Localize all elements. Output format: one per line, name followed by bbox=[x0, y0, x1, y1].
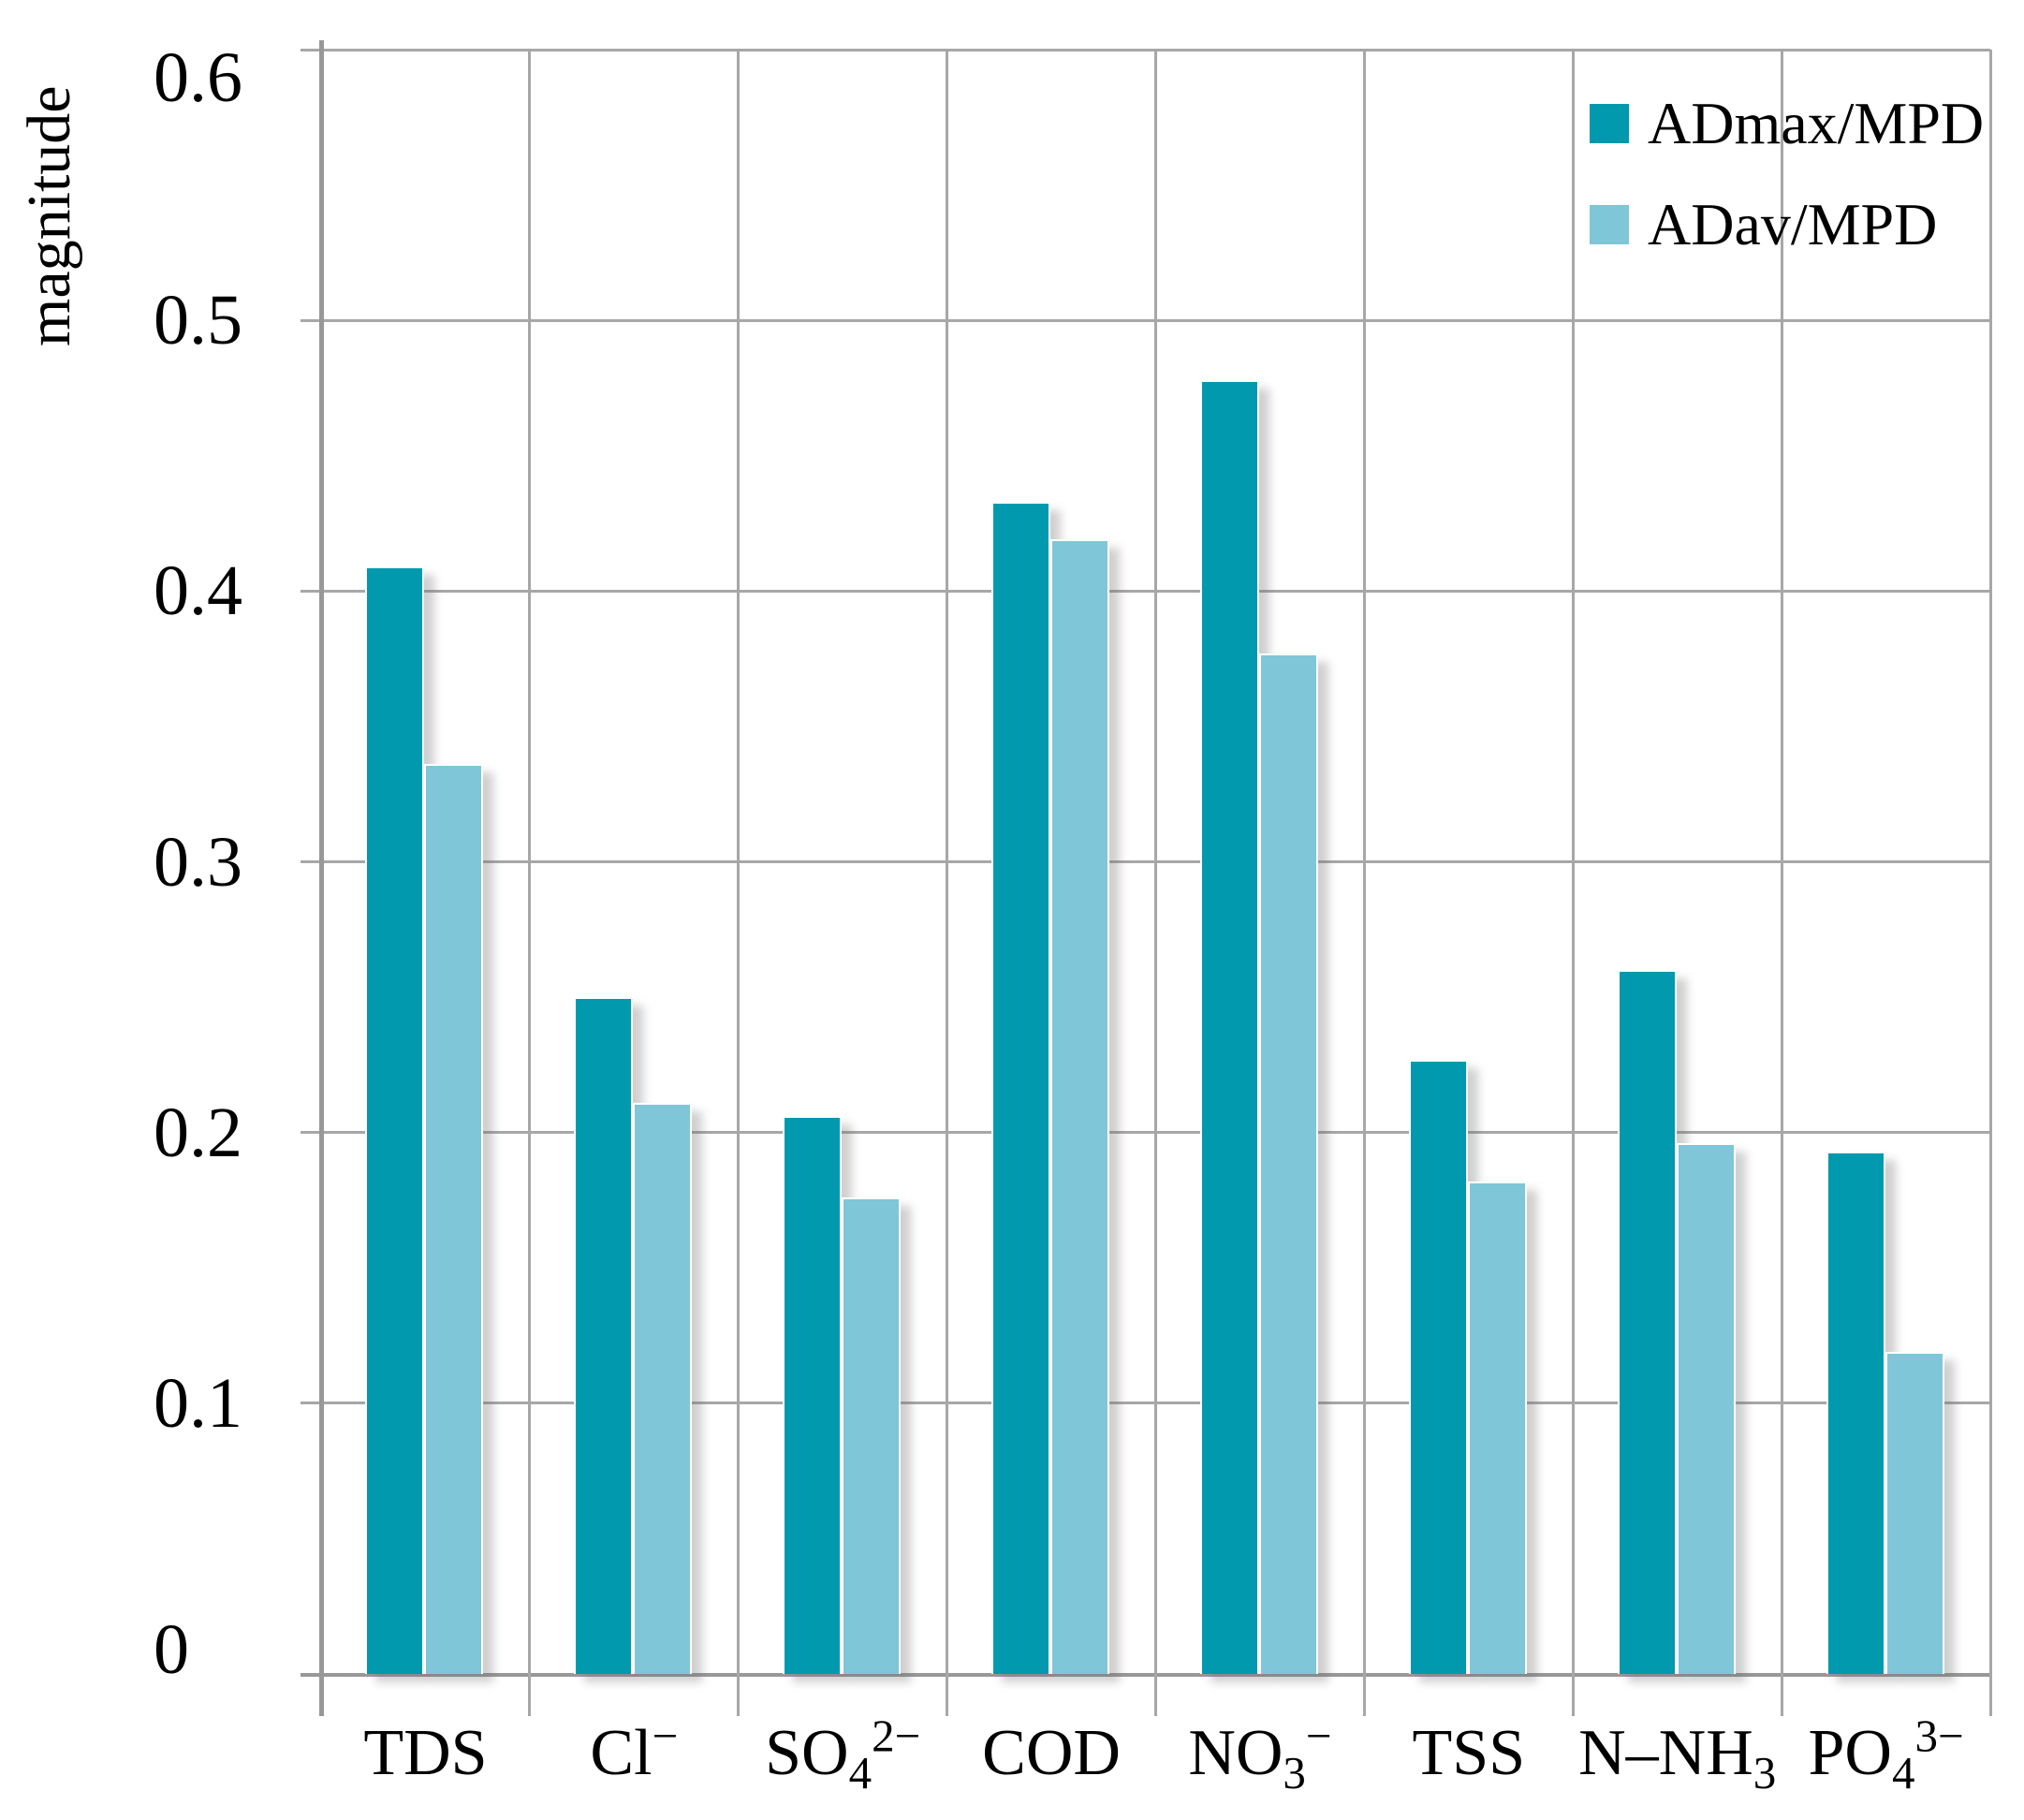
category-separator bbox=[1571, 50, 1575, 1716]
category-separator bbox=[946, 50, 949, 1716]
bar-adav-N–NH3 bbox=[1676, 1143, 1736, 1674]
gridline-y-0.4 bbox=[301, 589, 1990, 593]
bar-admax-TSS bbox=[1408, 1059, 1468, 1674]
y-tick-label-0: 0 bbox=[154, 1610, 189, 1689]
x-tick-label-TDS: TDS bbox=[363, 1717, 488, 1789]
gridline-y-0 bbox=[301, 1672, 1990, 1677]
y-tick-label-0.3: 0.3 bbox=[154, 822, 242, 902]
category-separator bbox=[528, 50, 532, 1716]
category-separator bbox=[737, 50, 741, 1716]
y-axis-title: magnitude bbox=[15, 85, 83, 346]
y-tick-label-0.1: 0.1 bbox=[154, 1363, 242, 1443]
gridline-y-0.6 bbox=[301, 48, 1990, 51]
bar-admax-N–NH3 bbox=[1617, 970, 1677, 1674]
legend-item-adav: ADav/MPD bbox=[1590, 195, 1984, 255]
bar-admax-COD bbox=[991, 501, 1051, 1674]
bar-adav-COD bbox=[1050, 539, 1110, 1674]
bar-adav-Cl− bbox=[633, 1102, 693, 1674]
x-tick-label-N–NH3: N–NH3 bbox=[1578, 1717, 1777, 1798]
y-tick-label-0.5: 0.5 bbox=[154, 281, 242, 360]
bar-admax-SO42− bbox=[783, 1116, 843, 1674]
y-axis-line bbox=[319, 40, 324, 1716]
gridline-y-0.3 bbox=[301, 860, 1990, 863]
bar-admax-TDS bbox=[365, 566, 425, 1674]
gridline-y-0.2 bbox=[301, 1131, 1990, 1135]
legend-label-admax: ADmax/MPD bbox=[1648, 90, 1985, 156]
category-separator bbox=[1362, 50, 1366, 1716]
y-tick-label-0.6: 0.6 bbox=[154, 38, 242, 117]
x-tick-label-TSS: TSS bbox=[1412, 1717, 1526, 1789]
category-separator bbox=[1988, 50, 1992, 1716]
legend: ADmax/MPD ADav/MPD bbox=[1590, 94, 1984, 296]
legend-item-admax: ADmax/MPD bbox=[1590, 94, 1984, 154]
x-tick-label-SO42−: SO42− bbox=[765, 1710, 921, 1798]
legend-swatch-admax-icon bbox=[1590, 104, 1629, 143]
bar-adav-TDS bbox=[424, 764, 484, 1674]
bar-admax-NO3− bbox=[1199, 379, 1259, 1674]
plot-area bbox=[301, 40, 1992, 1716]
x-tick-label-COD: COD bbox=[982, 1717, 1121, 1789]
legend-swatch-adav-icon bbox=[1590, 205, 1629, 244]
bar-adav-SO42− bbox=[842, 1197, 902, 1674]
bar-adav-PO43− bbox=[1885, 1351, 1944, 1674]
bar-adav-NO3− bbox=[1258, 653, 1318, 1674]
category-separator bbox=[1780, 50, 1783, 1716]
bar-adav-TSS bbox=[1467, 1181, 1527, 1674]
category-separator bbox=[1154, 50, 1157, 1716]
y-tick-label-0.4: 0.4 bbox=[154, 551, 242, 631]
x-tick-label-Cl−: Cl− bbox=[590, 1710, 679, 1789]
y-tick-label-0.2: 0.2 bbox=[154, 1093, 242, 1172]
bar-admax-Cl− bbox=[574, 997, 634, 1674]
gridline-y-0.5 bbox=[301, 318, 1990, 322]
gridline-y-0.1 bbox=[301, 1402, 1990, 1405]
x-tick-label-NO3−: NO3− bbox=[1188, 1710, 1332, 1798]
bar-admax-PO43− bbox=[1826, 1151, 1885, 1674]
x-tick-label-PO43−: PO43− bbox=[1808, 1710, 1964, 1798]
legend-label-adav: ADav/MPD bbox=[1648, 191, 1938, 257]
